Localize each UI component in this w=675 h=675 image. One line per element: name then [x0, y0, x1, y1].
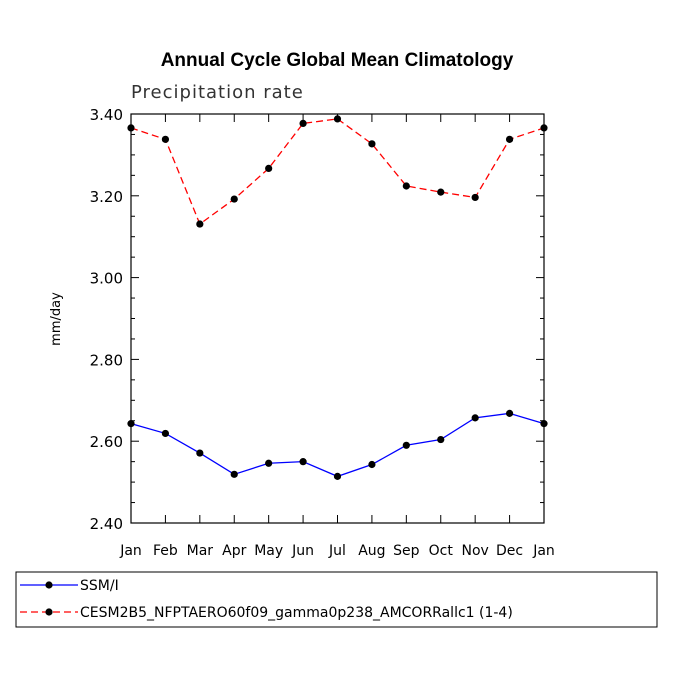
- legend-label-2: CESM2B5_NFPTAERO60f09_gamma0p238_AMCORRa…: [80, 605, 513, 621]
- series-1-point: [540, 420, 548, 428]
- y-tick-label: 2.40: [90, 515, 123, 533]
- y-tick-label: 2.80: [90, 351, 123, 369]
- series-2-point: [196, 220, 204, 228]
- series-2-point: [333, 115, 342, 123]
- x-tick-label: Oct: [429, 543, 454, 559]
- series-1-point: [471, 414, 479, 422]
- x-tick-label: Dec: [496, 543, 523, 559]
- series-1-point: [265, 459, 273, 467]
- series-2-point: [127, 124, 135, 132]
- chart-title: Annual Cycle Global Mean Climatology: [161, 50, 514, 71]
- x-tick-label: Jul: [328, 543, 346, 559]
- legend: SSM/I CESM2B5_NFPTAERO60f09_gamma0p238_AM…: [15, 571, 658, 628]
- series-1-point: [230, 470, 238, 478]
- series-2-point: [368, 140, 376, 148]
- series-2-point: [540, 124, 548, 132]
- y-tick-label: 3.40: [90, 106, 123, 124]
- x-tick-label: Apr: [222, 543, 246, 559]
- series-line-1: [130, 412, 545, 478]
- series-2-point: [402, 182, 410, 190]
- x-tick-label: Aug: [358, 543, 385, 559]
- series-2-point: [299, 119, 307, 128]
- legend-marker-2: [45, 608, 53, 616]
- x-tick-label: Jan: [532, 543, 555, 559]
- legend-label-1: SSM/I: [80, 578, 119, 594]
- chart-subtitle: Precipitation rate: [131, 82, 304, 103]
- series-2-point: [161, 135, 170, 143]
- y-axis-label: mm/day: [49, 292, 64, 346]
- plot-frame: [130, 113, 545, 524]
- series-2-point: [265, 164, 273, 172]
- series-2-point: [471, 193, 479, 202]
- y-tick-label: 3.20: [90, 188, 123, 206]
- x-tick-label: Jan: [119, 543, 142, 559]
- series-1-point: [368, 460, 376, 469]
- series-1-point: [127, 420, 135, 428]
- legend-box: [15, 571, 658, 628]
- x-tick-label: Nov: [462, 543, 489, 559]
- legend-marker-1: [45, 581, 53, 589]
- series-1-point: [402, 441, 410, 449]
- x-tick-label: Jun: [291, 543, 314, 559]
- series-2-point: [437, 188, 445, 196]
- series-2-point: [505, 135, 514, 143]
- series-1-point: [196, 449, 204, 457]
- series-1-point: [299, 458, 307, 466]
- x-tick-label: Sep: [393, 543, 420, 559]
- series-1-point: [333, 472, 342, 480]
- y-tick-label: 2.60: [90, 433, 123, 451]
- series-1-point: [437, 435, 445, 444]
- x-tick-label: May: [254, 543, 283, 559]
- y-tick-label: 3.00: [90, 270, 123, 288]
- series-1-point: [505, 409, 514, 417]
- x-tick-label: Feb: [153, 543, 178, 559]
- series-2-point: [230, 195, 238, 203]
- series-line-2: [130, 118, 545, 226]
- x-tick-label: Mar: [187, 543, 214, 559]
- plot-area: 2.40 2.60 2.80 3.00 3.20 3.40 Jan Feb Mar Apr May J…: [90, 106, 555, 559]
- series-1-point: [161, 429, 170, 438]
